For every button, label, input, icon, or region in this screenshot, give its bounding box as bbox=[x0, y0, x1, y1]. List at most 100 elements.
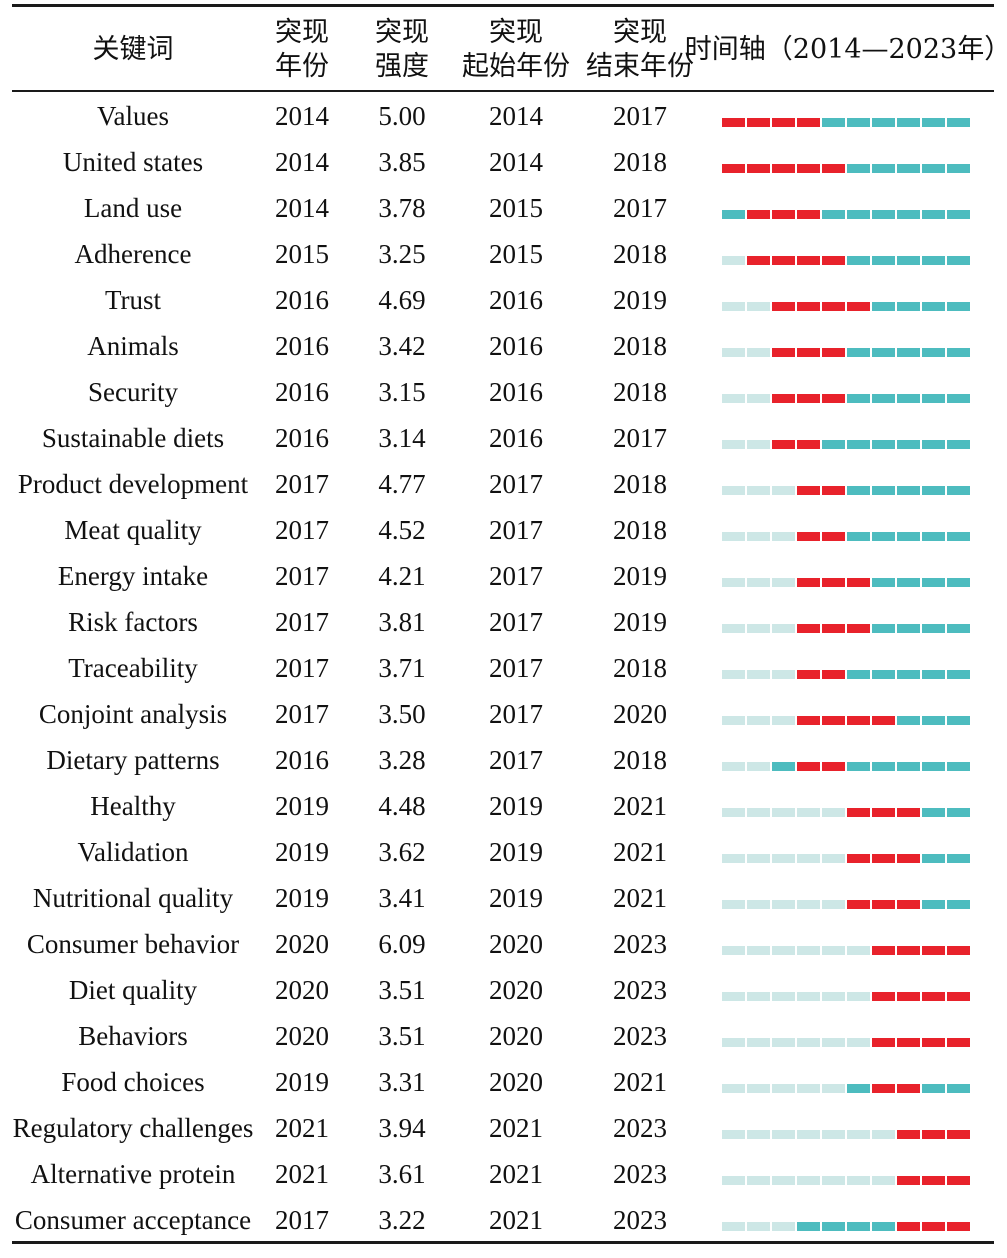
timeline-segment-burst bbox=[797, 716, 820, 725]
header-burst-end-line2: 结束年份 bbox=[586, 51, 694, 82]
header-keyword: 关键词 bbox=[12, 14, 254, 86]
timeline-segment-active bbox=[847, 394, 870, 403]
timeline-segment-inactive bbox=[797, 1176, 820, 1185]
burst-year-cell: 2020 bbox=[275, 975, 329, 1005]
timeline-segment-inactive bbox=[722, 394, 745, 403]
burst-year-cell: 2017 bbox=[275, 515, 329, 545]
burst-year-cell: 2021 bbox=[275, 1159, 329, 1189]
table-row: Food choices 2019 3.31 2020 2021 bbox=[0, 1059, 1007, 1105]
timeline-segment-inactive bbox=[772, 1222, 795, 1231]
burst-year-cell: 2017 bbox=[275, 699, 329, 729]
timeline-segment-burst bbox=[747, 256, 770, 265]
header-burst-strength: 突现 强度 bbox=[350, 14, 454, 86]
timeline-segment-burst bbox=[897, 946, 920, 955]
timeline-segment-inactive bbox=[747, 992, 770, 1001]
timeline-segment-active bbox=[947, 348, 970, 357]
table-row: Land use 2014 3.78 2015 2017 bbox=[0, 185, 1007, 231]
timeline-segment-inactive bbox=[872, 1130, 895, 1139]
timeline-segment-burst bbox=[922, 1130, 945, 1139]
timeline-segment-burst bbox=[947, 1222, 970, 1231]
header-timeline: 时间轴（2014—2023年） bbox=[685, 14, 1007, 86]
keyword-cell: Healthy bbox=[90, 791, 176, 821]
timeline-segment-active bbox=[922, 348, 945, 357]
timeline-segment-active bbox=[897, 118, 920, 127]
timeline-segment-inactive bbox=[722, 762, 745, 771]
table-row: Healthy 2019 4.48 2019 2021 bbox=[0, 783, 1007, 829]
burst-end-cell: 2017 bbox=[613, 101, 667, 131]
timeline-segment-active bbox=[947, 164, 970, 173]
burst-end-cell: 2021 bbox=[613, 1067, 667, 1097]
timeline-segment-inactive bbox=[822, 992, 845, 1001]
burst-year-cell: 2014 bbox=[275, 101, 329, 131]
burst-start-cell: 2017 bbox=[489, 469, 543, 499]
timeline-segment-active bbox=[822, 210, 845, 219]
timeline-bar bbox=[722, 1059, 972, 1105]
burst-strength-cell: 4.21 bbox=[378, 561, 426, 591]
timeline-bar bbox=[722, 599, 972, 645]
timeline-segment-burst bbox=[797, 302, 820, 311]
timeline-segment-active bbox=[872, 486, 895, 495]
keyword-cell: Animals bbox=[87, 331, 179, 361]
table-row: Traceability 2017 3.71 2017 2018 bbox=[0, 645, 1007, 691]
timeline-segment-active bbox=[947, 1084, 970, 1093]
burst-start-cell: 2017 bbox=[489, 699, 543, 729]
timeline-segment-inactive bbox=[822, 900, 845, 909]
burst-start-cell: 2021 bbox=[489, 1205, 543, 1235]
timeline-segment-inactive bbox=[747, 624, 770, 633]
timeline-segment-active bbox=[922, 624, 945, 633]
timeline-segment-active bbox=[947, 578, 970, 587]
timeline-segment-burst bbox=[897, 1130, 920, 1139]
timeline-segment-inactive bbox=[722, 1038, 745, 1047]
burst-start-cell: 2017 bbox=[489, 561, 543, 591]
burst-year-cell: 2021 bbox=[275, 1113, 329, 1143]
timeline-segment-burst bbox=[797, 762, 820, 771]
timeline-segment-burst bbox=[872, 1084, 895, 1093]
timeline-segment-inactive bbox=[772, 854, 795, 863]
timeline-segment-inactive bbox=[772, 1038, 795, 1047]
timeline-segment-burst bbox=[822, 716, 845, 725]
burst-year-cell: 2014 bbox=[275, 147, 329, 177]
timeline-segment-active bbox=[897, 578, 920, 587]
timeline-segment-burst bbox=[822, 164, 845, 173]
timeline-segment-active bbox=[872, 670, 895, 679]
burst-year-cell: 2019 bbox=[275, 883, 329, 913]
keyword-cell: Conjoint analysis bbox=[38, 699, 228, 729]
timeline-segment-inactive bbox=[747, 900, 770, 909]
burst-year-cell: 2016 bbox=[275, 745, 329, 775]
timeline-segment-inactive bbox=[747, 1176, 770, 1185]
timeline-segment-active bbox=[872, 624, 895, 633]
timeline-segment-active bbox=[922, 900, 945, 909]
timeline-segment-active bbox=[847, 440, 870, 449]
timeline-segment-inactive bbox=[797, 1084, 820, 1093]
timeline-segment-inactive bbox=[747, 486, 770, 495]
timeline-bar bbox=[722, 921, 972, 967]
burst-end-cell: 2019 bbox=[613, 561, 667, 591]
timeline-segment-active bbox=[897, 762, 920, 771]
timeline-segment-burst bbox=[797, 532, 820, 541]
burst-end-cell: 2018 bbox=[613, 653, 667, 683]
timeline-segment-burst bbox=[822, 394, 845, 403]
timeline-segment-inactive bbox=[772, 486, 795, 495]
burst-start-cell: 2014 bbox=[489, 101, 543, 131]
table-row: Conjoint analysis 2017 3.50 2017 2020 bbox=[0, 691, 1007, 737]
timeline-segment-inactive bbox=[797, 900, 820, 909]
timeline-segment-active bbox=[872, 440, 895, 449]
timeline-segment-active bbox=[922, 532, 945, 541]
timeline-segment-burst bbox=[847, 302, 870, 311]
burst-year-cell: 2020 bbox=[275, 1021, 329, 1051]
burst-year-cell: 2014 bbox=[275, 193, 329, 223]
timeline-segment-inactive bbox=[822, 808, 845, 817]
burst-end-cell: 2018 bbox=[613, 239, 667, 269]
keyword-cell: Validation bbox=[77, 837, 189, 867]
table-row: Values 2014 5.00 2014 2017 bbox=[0, 93, 1007, 139]
timeline-segment-active bbox=[822, 1222, 845, 1231]
timeline-segment-inactive bbox=[722, 1130, 745, 1139]
timeline-segment-inactive bbox=[722, 532, 745, 541]
timeline-segment-inactive bbox=[797, 1130, 820, 1139]
timeline-segment-active bbox=[897, 394, 920, 403]
timeline-bar bbox=[722, 691, 972, 737]
timeline-bar bbox=[722, 967, 972, 1013]
burst-strength-cell: 3.81 bbox=[378, 607, 426, 637]
timeline-segment-burst bbox=[897, 808, 920, 817]
timeline-segment-inactive bbox=[772, 716, 795, 725]
